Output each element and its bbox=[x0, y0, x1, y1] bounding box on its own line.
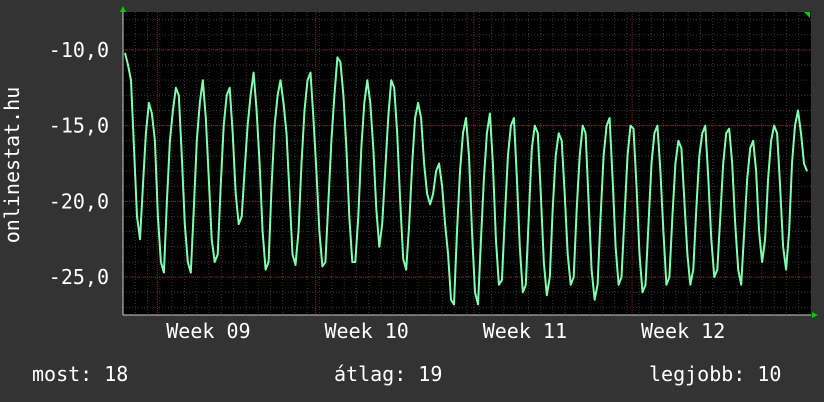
x-tick-label: Week 09 bbox=[166, 319, 250, 343]
footer-current: most: 18 bbox=[32, 362, 128, 386]
x-axis-ticks: Week 09 Week 10 Week 11 Week 12 bbox=[166, 319, 725, 343]
y-tick-label: -10,0 bbox=[49, 38, 109, 62]
y-axis-arrow bbox=[120, 6, 126, 12]
y-axis-label: onlinestat.hu bbox=[0, 87, 24, 244]
y-axis-ticks: -10,0 -15,0 -20,0 -25,0 bbox=[49, 38, 109, 289]
x-tick-label: Week 12 bbox=[641, 319, 725, 343]
y-tick-label: -25,0 bbox=[49, 265, 109, 289]
y-tick-label: -15,0 bbox=[49, 114, 109, 138]
footer-average: átlag: 19 bbox=[334, 362, 442, 386]
x-tick-label: Week 11 bbox=[483, 319, 567, 343]
top-right-marker bbox=[804, 12, 810, 18]
footer-best: legjobb: 10 bbox=[649, 362, 781, 386]
x-axis-arrow bbox=[812, 312, 818, 318]
y-tick-label: -20,0 bbox=[49, 189, 109, 213]
x-tick-label: Week 10 bbox=[324, 319, 408, 343]
series-line bbox=[124, 52, 808, 306]
